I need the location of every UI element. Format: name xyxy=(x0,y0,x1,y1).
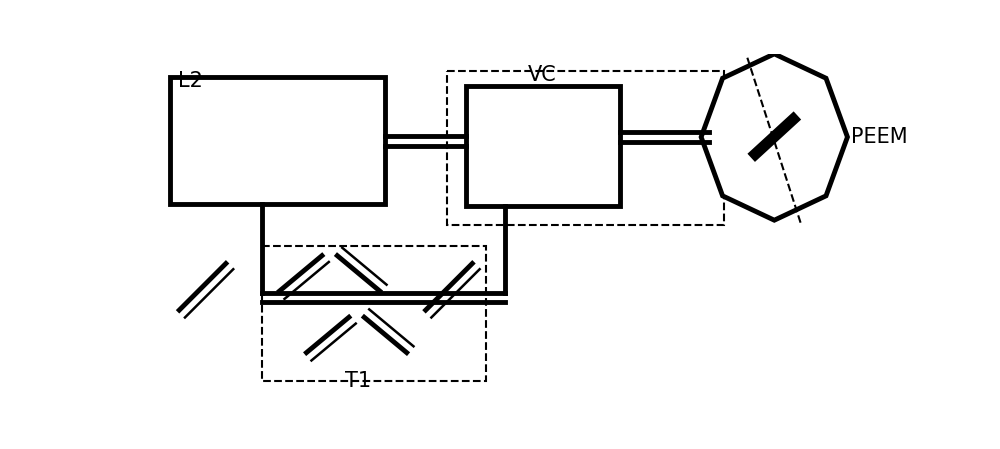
Bar xyxy=(447,71,724,225)
Text: T1: T1 xyxy=(345,371,372,391)
Bar xyxy=(466,86,620,206)
Text: VC: VC xyxy=(528,65,557,85)
Text: PEEM: PEEM xyxy=(851,127,908,147)
Bar xyxy=(170,77,385,204)
Bar xyxy=(262,247,486,381)
Text: L2: L2 xyxy=(178,71,202,91)
Polygon shape xyxy=(701,54,847,220)
